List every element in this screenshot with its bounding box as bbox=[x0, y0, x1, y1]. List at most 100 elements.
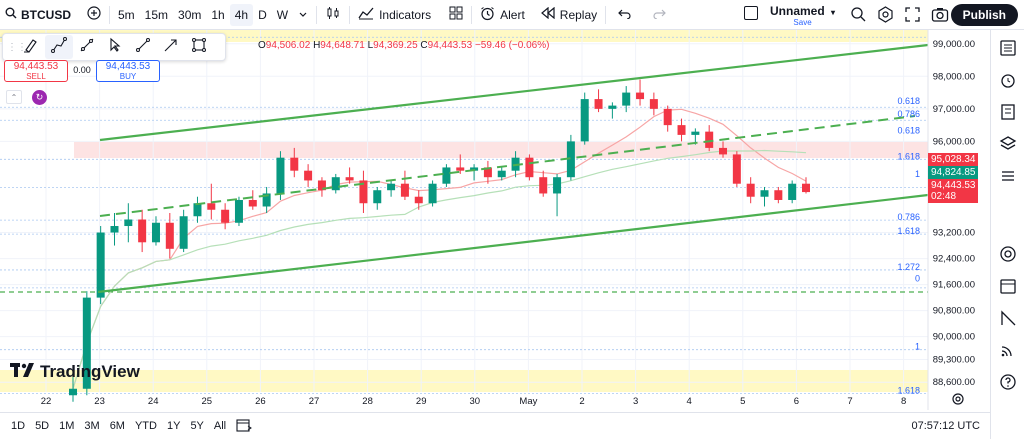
candle-body bbox=[760, 190, 769, 197]
date-range-button[interactable] bbox=[231, 418, 257, 435]
indicators-button[interactable]: Indicators bbox=[353, 0, 436, 30]
channel-upper-line[interactable] bbox=[99, 43, 929, 142]
time-tick-label: 3 bbox=[633, 396, 638, 407]
news-button[interactable] bbox=[991, 336, 1024, 368]
calendar-button[interactable] bbox=[991, 272, 1024, 304]
fullscreen-icon[interactable] bbox=[904, 6, 921, 28]
candles-group bbox=[69, 79, 810, 402]
sell-button[interactable]: 94,443.53 SELL bbox=[4, 60, 68, 82]
utc-clock[interactable]: 07:57:12 UTC bbox=[911, 420, 980, 432]
help-button[interactable] bbox=[991, 368, 1024, 400]
interval-4h[interactable]: 4h bbox=[229, 3, 254, 26]
watchlist-icon bbox=[999, 39, 1017, 62]
camera-icon[interactable] bbox=[931, 6, 949, 28]
path-icon bbox=[51, 36, 67, 58]
cursor-tool[interactable] bbox=[101, 35, 129, 59]
price-tick-label: 97,000.00 bbox=[933, 104, 975, 115]
time-tick-label: 29 bbox=[416, 396, 427, 407]
drawing-toolbar: ⋮⋮ bbox=[2, 33, 226, 61]
range-1d[interactable]: 1D bbox=[11, 420, 26, 432]
chart-type-button[interactable] bbox=[320, 0, 346, 30]
candle-body bbox=[553, 177, 562, 194]
interval-w[interactable]: W bbox=[276, 7, 289, 22]
arrow-tool[interactable] bbox=[157, 35, 185, 59]
range-all[interactable]: All bbox=[213, 420, 227, 432]
fib-label: 0.786 bbox=[897, 109, 920, 119]
interval-30m[interactable]: 30m bbox=[178, 7, 202, 22]
ray-tool[interactable] bbox=[129, 35, 157, 59]
range-ytd[interactable]: YTD bbox=[134, 420, 157, 432]
undo-button[interactable] bbox=[613, 0, 637, 30]
notes-button[interactable] bbox=[991, 98, 1024, 130]
alert-button[interactable]: Alert bbox=[475, 0, 530, 30]
alerts-button[interactable] bbox=[991, 66, 1024, 98]
rss-icon bbox=[999, 341, 1017, 364]
interval-15m[interactable]: 15m bbox=[144, 7, 169, 22]
settings-icon[interactable] bbox=[877, 6, 894, 28]
price-tick-label: 90,000.00 bbox=[933, 332, 975, 343]
layout-name[interactable]: Unnamed ▾ Save bbox=[744, 4, 835, 27]
hotlist-button[interactable] bbox=[991, 162, 1024, 194]
candle-body bbox=[179, 216, 188, 249]
trend-line-tool[interactable] bbox=[73, 35, 101, 59]
time-tick-label: 24 bbox=[148, 396, 159, 407]
range-6m[interactable]: 6M bbox=[109, 420, 125, 432]
resistance-zone bbox=[74, 142, 928, 158]
candle-body bbox=[290, 157, 299, 171]
quick-search-icon[interactable] bbox=[850, 6, 867, 28]
add-symbol-button[interactable] bbox=[82, 0, 106, 30]
candle-body bbox=[705, 131, 714, 148]
watchlist-button[interactable] bbox=[991, 34, 1024, 66]
price-tick-label: 90,800.00 bbox=[933, 306, 975, 317]
range-5d[interactable]: 5D bbox=[35, 420, 50, 432]
interval-5m[interactable]: 5m bbox=[118, 7, 135, 22]
publish-button[interactable]: Publish bbox=[950, 4, 1018, 26]
top-toolbar: BTCUSD 5m 15m 30m 1h 4h D W Indicators A… bbox=[0, 0, 1024, 30]
range-1y[interactable]: 1Y bbox=[166, 420, 181, 432]
brush-tool[interactable] bbox=[17, 35, 45, 59]
search-icon bbox=[5, 7, 17, 22]
templates-button[interactable] bbox=[444, 0, 468, 30]
symbol-search[interactable]: BTCUSD bbox=[0, 0, 76, 30]
buy-price: 94,443.53 bbox=[105, 61, 151, 72]
channel-lower-line[interactable] bbox=[97, 193, 929, 294]
time-tick-label: May bbox=[519, 396, 537, 407]
logo-text: TradingView bbox=[40, 362, 140, 381]
high-value: 94,648.71 bbox=[320, 40, 365, 51]
collapse-legend-button[interactable]: ⌃ bbox=[6, 90, 22, 104]
price-chart[interactable]: 99,000.00 98,000.00 97,000.00 96,000.00 93,2… bbox=[0, 30, 990, 410]
target-button[interactable] bbox=[991, 240, 1024, 272]
auto-scale-button[interactable] bbox=[951, 392, 965, 411]
range-5y[interactable]: 5Y bbox=[190, 420, 204, 432]
interval-dropdown[interactable] bbox=[293, 0, 313, 30]
path-tool[interactable] bbox=[45, 35, 73, 59]
candle-body bbox=[428, 183, 437, 204]
help-icon bbox=[999, 373, 1017, 396]
candle-body bbox=[525, 157, 534, 178]
candles-icon bbox=[325, 5, 341, 24]
chart-area[interactable]: 99,000.00 98,000.00 97,000.00 96,000.00 93,2… bbox=[0, 30, 990, 410]
range-1m[interactable]: 1M bbox=[59, 420, 75, 432]
replay-label: Replay bbox=[559, 7, 598, 22]
price-axis: 99,000.00 98,000.00 97,000.00 96,000.00 93,2… bbox=[933, 39, 975, 388]
candle-body bbox=[387, 183, 396, 191]
candle-body bbox=[82, 297, 91, 389]
time-tick-label: 7 bbox=[847, 396, 852, 407]
refresh-indicator-button[interactable]: ↻ bbox=[32, 90, 47, 105]
redo-button[interactable] bbox=[647, 0, 671, 30]
range-3m[interactable]: 3M bbox=[84, 420, 100, 432]
rectangle-tool[interactable] bbox=[185, 35, 213, 59]
replay-button[interactable]: Replay bbox=[536, 0, 602, 30]
channel-mid-line[interactable] bbox=[99, 115, 916, 217]
price-tick-label: 93,200.00 bbox=[933, 228, 975, 239]
layers-button[interactable] bbox=[991, 130, 1024, 162]
interval-1h[interactable]: 1h bbox=[211, 7, 225, 22]
buy-button[interactable]: 94,443.53 BUY bbox=[96, 60, 160, 82]
candle-body bbox=[719, 147, 728, 155]
pine-editor-button[interactable] bbox=[991, 304, 1024, 336]
drag-handle-icon[interactable]: ⋮⋮ bbox=[7, 41, 27, 53]
candle-body bbox=[221, 209, 230, 223]
interval-d[interactable]: D bbox=[258, 7, 267, 22]
buy-label: BUY bbox=[119, 72, 137, 81]
layout-checkbox[interactable] bbox=[744, 6, 758, 20]
